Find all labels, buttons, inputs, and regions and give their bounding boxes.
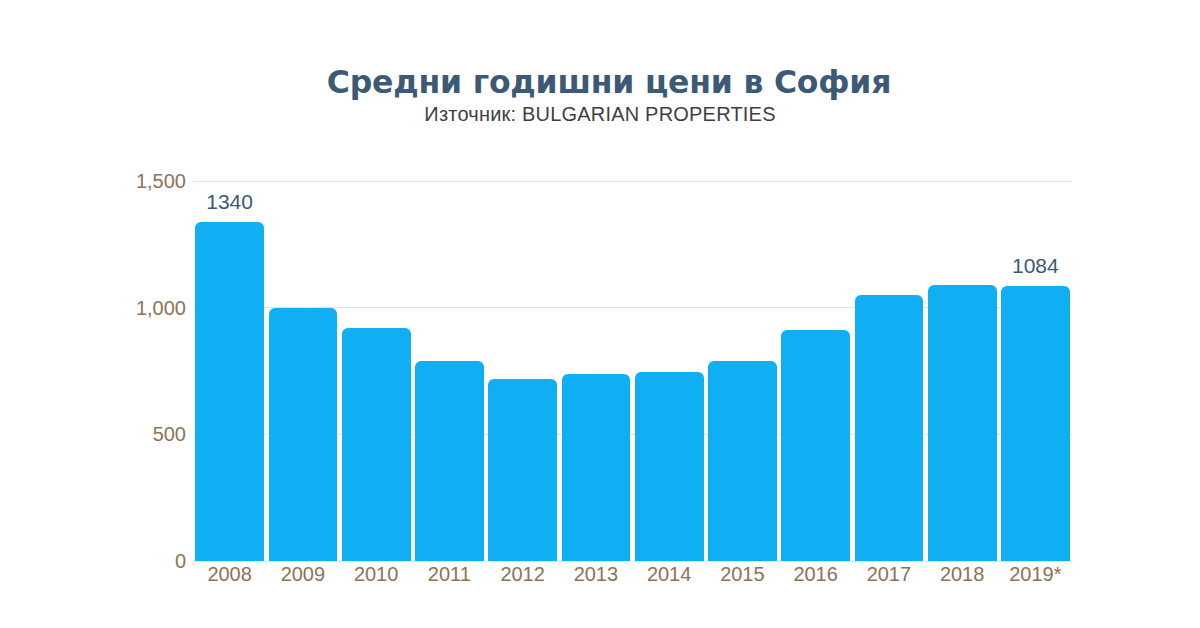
bar-2017 bbox=[855, 295, 924, 561]
bar-2012 bbox=[488, 379, 557, 561]
chart-subtitle: Източник: BULGARIAN PROPERTIES bbox=[0, 103, 1200, 126]
bar-2013 bbox=[562, 374, 631, 561]
bar-2015 bbox=[708, 361, 777, 561]
y-axis-tick-label: 500 bbox=[116, 424, 186, 444]
chart-title: Средни годишни цени в София bbox=[9, 64, 1200, 100]
x-axis-tick-label: 2019* bbox=[990, 564, 1080, 584]
bar-value-label: 1084 bbox=[985, 255, 1085, 276]
chart-canvas: Средни годишни цени в София Източник: BU… bbox=[0, 0, 1200, 628]
bar-2014 bbox=[635, 372, 704, 561]
gridline bbox=[193, 181, 1072, 182]
bar-2016 bbox=[781, 330, 850, 561]
bar-value-label: 1340 bbox=[180, 191, 280, 212]
bar-2018 bbox=[928, 285, 997, 561]
y-axis-tick-label: 1,000 bbox=[116, 298, 186, 318]
bar-2008 bbox=[195, 222, 264, 561]
bar-2011 bbox=[415, 361, 484, 561]
bar-2009 bbox=[269, 308, 338, 561]
bar-2019* bbox=[1001, 286, 1070, 561]
y-axis-tick-label: 1,500 bbox=[116, 171, 186, 191]
bar-2010 bbox=[342, 328, 411, 561]
y-axis-tick-label: 0 bbox=[116, 551, 186, 571]
